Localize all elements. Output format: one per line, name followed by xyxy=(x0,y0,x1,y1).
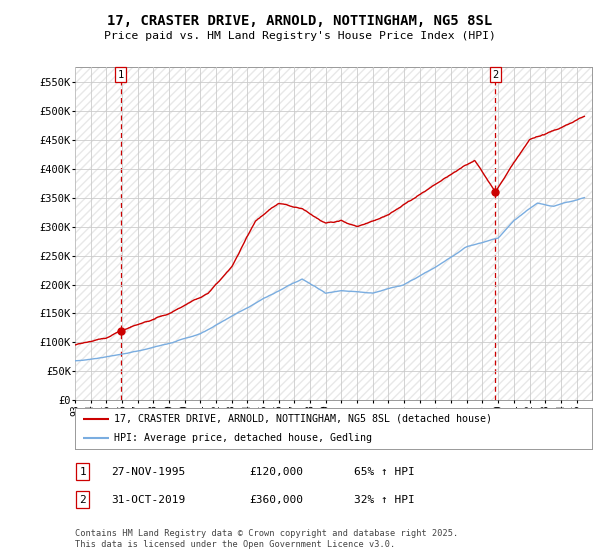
Text: 65% ↑ HPI: 65% ↑ HPI xyxy=(354,466,415,477)
Text: Contains HM Land Registry data © Crown copyright and database right 2025.
This d: Contains HM Land Registry data © Crown c… xyxy=(75,529,458,549)
Text: 1: 1 xyxy=(118,69,124,80)
Text: 1: 1 xyxy=(79,466,86,477)
Text: 27-NOV-1995: 27-NOV-1995 xyxy=(111,466,185,477)
Text: 32% ↑ HPI: 32% ↑ HPI xyxy=(354,494,415,505)
Text: 2: 2 xyxy=(493,69,499,80)
Text: 31-OCT-2019: 31-OCT-2019 xyxy=(111,494,185,505)
Text: 17, CRASTER DRIVE, ARNOLD, NOTTINGHAM, NG5 8SL: 17, CRASTER DRIVE, ARNOLD, NOTTINGHAM, N… xyxy=(107,14,493,28)
Text: 2: 2 xyxy=(79,494,86,505)
Text: £360,000: £360,000 xyxy=(249,494,303,505)
Text: Price paid vs. HM Land Registry's House Price Index (HPI): Price paid vs. HM Land Registry's House … xyxy=(104,31,496,41)
Text: £120,000: £120,000 xyxy=(249,466,303,477)
Text: HPI: Average price, detached house, Gedling: HPI: Average price, detached house, Gedl… xyxy=(114,433,372,444)
Text: 17, CRASTER DRIVE, ARNOLD, NOTTINGHAM, NG5 8SL (detached house): 17, CRASTER DRIVE, ARNOLD, NOTTINGHAM, N… xyxy=(114,414,492,424)
